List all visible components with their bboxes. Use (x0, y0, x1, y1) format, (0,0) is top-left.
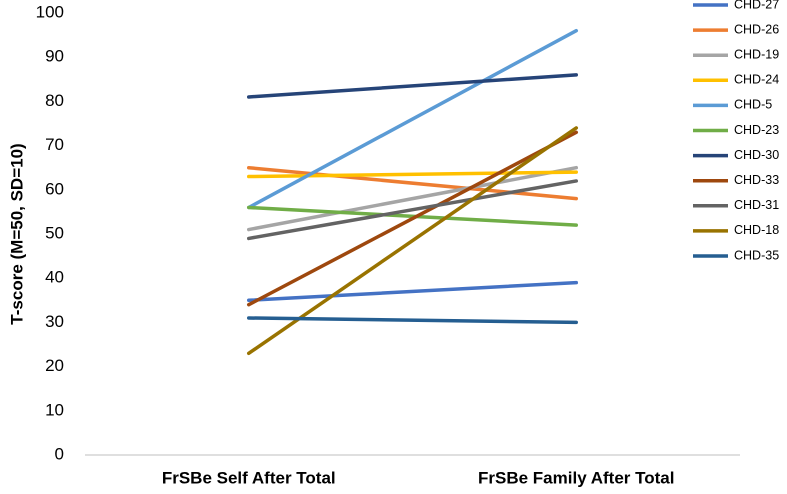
y-axis-title: T-score (M=50, SD=10) (7, 143, 26, 324)
series-line (247, 165, 578, 232)
legend-label: CHD-27 (734, 0, 779, 11)
legend-label: CHD-31 (734, 198, 779, 212)
series-line (247, 205, 578, 227)
series-line (247, 126, 578, 356)
y-tick-label: 90 (45, 47, 64, 66)
legend-label: CHD-23 (734, 123, 779, 137)
y-tick-label: 80 (45, 91, 64, 110)
series-line (247, 130, 578, 307)
series-line (247, 316, 578, 325)
legend-label: CHD-5 (734, 98, 772, 112)
y-tick-label: 60 (45, 179, 64, 198)
series-line (247, 165, 578, 201)
y-tick-label: 50 (45, 223, 64, 242)
legend-label: CHD-19 (734, 47, 779, 61)
y-tick-label: 100 (36, 2, 64, 21)
y-tick-label: 40 (45, 268, 64, 287)
series-line (247, 170, 578, 179)
legend-label: CHD-33 (734, 173, 779, 187)
legend-label: CHD-35 (734, 248, 779, 262)
series-line (247, 179, 578, 241)
legend-label: CHD-30 (734, 148, 779, 162)
y-tick-label: 10 (45, 400, 64, 419)
y-tick-label: 30 (45, 312, 64, 331)
legend-label: CHD-26 (734, 22, 779, 36)
legend-label: CHD-18 (734, 223, 779, 237)
y-tick-label: 20 (45, 356, 64, 375)
legend-label: CHD-24 (734, 73, 779, 87)
series-line (247, 280, 578, 303)
y-tick-label: 0 (55, 444, 64, 463)
series-line (247, 73, 578, 99)
x-tick-label: FrSBe Self After Total (162, 468, 336, 487)
y-tick-label: 70 (45, 135, 64, 154)
x-tick-label: FrSBe Family After Total (478, 468, 674, 487)
series-line (247, 28, 578, 210)
